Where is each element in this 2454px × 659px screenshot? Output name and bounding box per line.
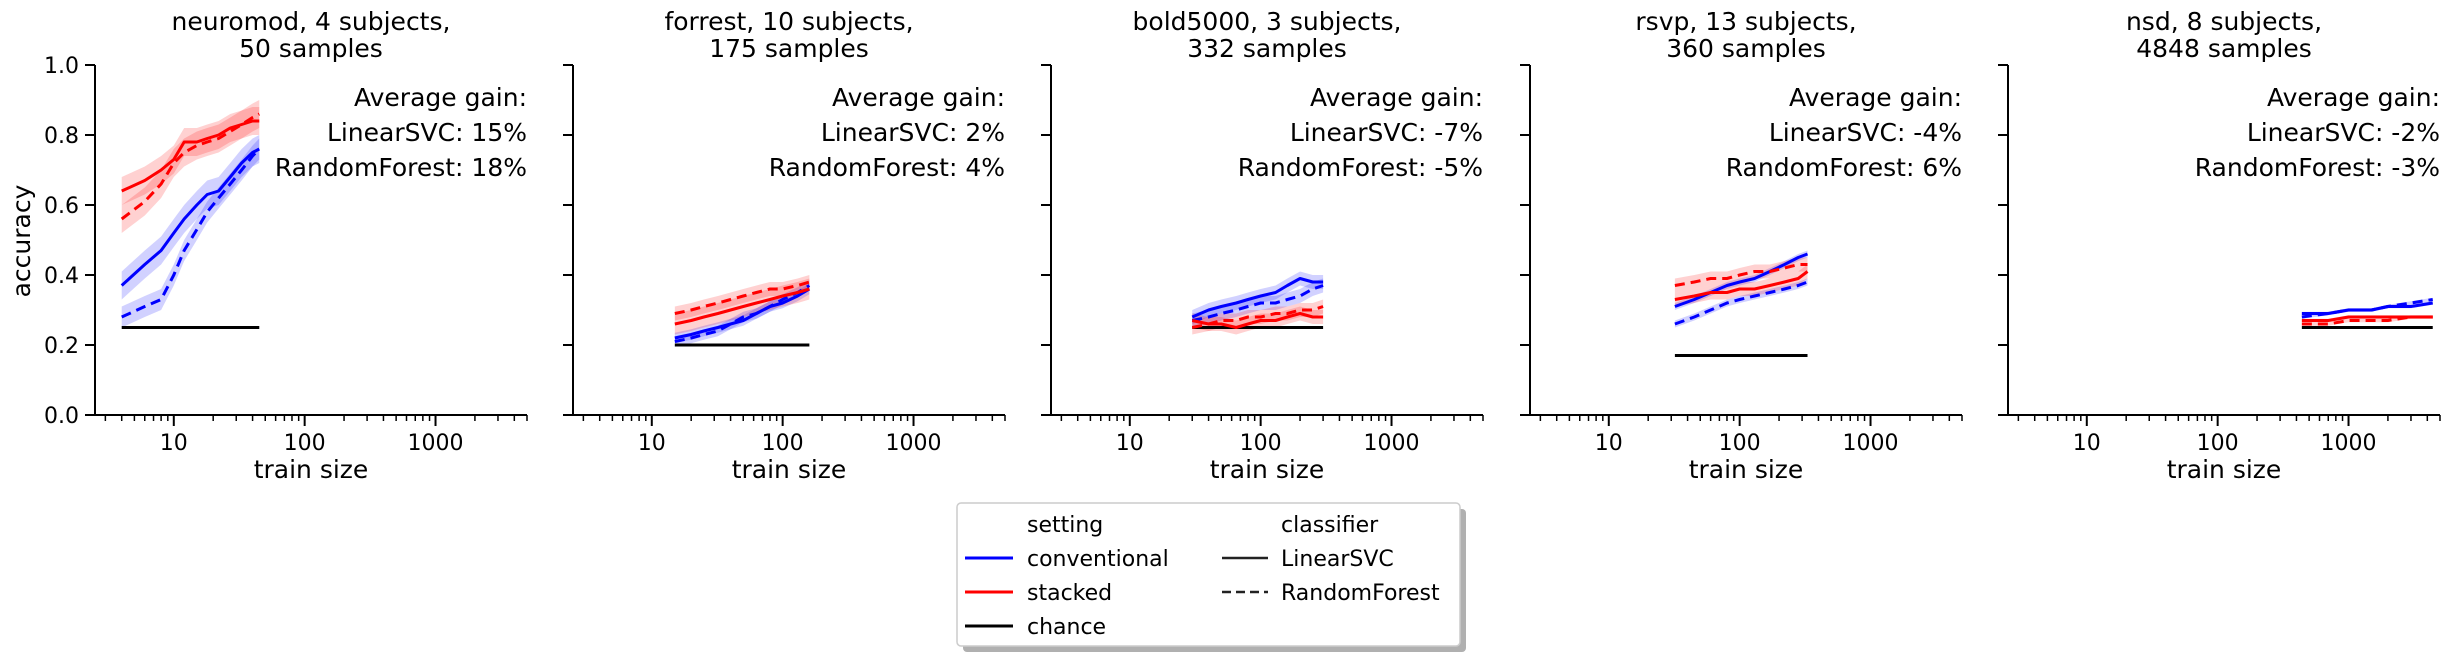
x-tick-label: 100 (2197, 431, 2239, 456)
x-tick-label: 1000 (2321, 431, 2377, 456)
series-stacked-randomforest (674, 280, 810, 315)
panel-1: neuromod, 4 subjects,50 samples 0.0 0.2 0.4… (44, 7, 528, 484)
panel-4: rsvp, 13 subjects,360 samples 10 100 1000 tr… (1520, 7, 1963, 484)
panel-title-line2: 360 samples (1666, 34, 1826, 63)
x-axis-label: train size (732, 455, 847, 484)
gain-randomforest: RandomForest: -5% (1238, 153, 1483, 182)
series-stacked-linearsvc (2301, 315, 2433, 322)
y-tick-label: 0.6 (44, 194, 79, 219)
panel-title-line1: neuromod, 4 subjects, (172, 7, 451, 36)
band-stacked-linearsvc (1674, 264, 1808, 307)
legend: setting conventional stacked chance clas… (956, 502, 1466, 652)
series-conventional-linearsvc (674, 287, 811, 340)
x-tick-label: 100 (284, 431, 326, 456)
panel-title-line2: 4848 samples (2136, 34, 2312, 63)
x-axis-label: train size (2167, 455, 2282, 484)
series-conventional-randomforest (121, 147, 261, 319)
y-axis-label: accuracy (7, 184, 36, 297)
gain-linearsvc: LinearSVC: -4% (1769, 118, 1962, 147)
y-tick-label: 0.0 (44, 404, 79, 429)
legend-label-linearsvc: LinearSVC (1281, 547, 1394, 572)
panel-title-line1: rsvp, 13 subjects, (1635, 7, 1856, 36)
gain-linearsvc: LinearSVC: -2% (2247, 118, 2440, 147)
x-axis-label: train size (254, 455, 369, 484)
series-stacked-linearsvc (1191, 312, 1324, 329)
gain-randomforest: RandomForest: -3% (2195, 153, 2440, 182)
x-tick-label: 1000 (1843, 431, 1899, 456)
legend-label-stacked: stacked (1027, 581, 1112, 606)
series-stacked-randomforest (120, 112, 260, 221)
gain-linearsvc: LinearSVC: -7% (1290, 118, 1483, 147)
gain-header: Average gain: (2267, 83, 2440, 112)
panel-title-line2: 50 samples (239, 34, 383, 63)
gain-header: Average gain: (354, 83, 527, 112)
x-tick-label: 10 (160, 431, 188, 456)
gain-randomforest: RandomForest: 18% (275, 153, 527, 182)
gain-randomforest: RandomForest: 6% (1726, 153, 1962, 182)
gain-randomforest: RandomForest: 4% (769, 153, 1005, 182)
panels: neuromod, 4 subjects,50 samples 0.0 0.2 0.4… (44, 7, 2441, 484)
series-stacked-linearsvc (674, 287, 810, 326)
x-tick-label: 10 (638, 431, 666, 456)
gain-header: Average gain: (832, 83, 1005, 112)
legend-label-conventional: conventional (1027, 547, 1169, 572)
series-stacked-randomforest (1191, 305, 1324, 329)
series-stacked-randomforest (2301, 315, 2433, 326)
gain-linearsvc: LinearSVC: 15% (327, 118, 527, 147)
panel-2: forrest, 10 subjects,175 samples 10 100 100… (563, 7, 1006, 484)
panel-3: bold5000, 3 subjects,332 samples 10 100 100… (1041, 7, 1484, 484)
gain-linearsvc: LinearSVC: 2% (821, 118, 1005, 147)
series-conventional-linearsvc (1674, 252, 1809, 308)
x-tick-label: 1000 (886, 431, 942, 456)
series-conventional-linearsvc (1191, 277, 1324, 319)
panel-title-line1: nsd, 8 subjects, (2126, 7, 2322, 36)
panel-title-line1: bold5000, 3 subjects, (1133, 7, 1402, 36)
y-tick-label: 0.8 (44, 124, 79, 149)
x-tick-label: 10 (2073, 431, 2101, 456)
x-tick-label: 1000 (408, 431, 464, 456)
band-conventional-linearsvc (121, 135, 260, 300)
series-conventional-randomforest (674, 284, 811, 343)
y-tick-label: 0.2 (44, 334, 79, 359)
x-axis-label: train size (1689, 455, 1804, 484)
series-conventional-randomforest (2301, 298, 2433, 319)
panel-title-line2: 175 samples (709, 34, 869, 63)
series-stacked-randomforest (1674, 263, 1808, 287)
legend-frame (956, 502, 1461, 647)
gain-header: Average gain: (1310, 83, 1483, 112)
panel-title-line2: 332 samples (1187, 34, 1347, 63)
series-conventional-linearsvc (120, 147, 260, 287)
x-tick-label: 100 (762, 431, 804, 456)
series-stacked-linearsvc (1674, 270, 1809, 301)
gain-header: Average gain: (1789, 83, 1962, 112)
legend-label-randomforest: RandomForest (1281, 581, 1440, 606)
x-tick-label: 1000 (1364, 431, 1420, 456)
x-tick-label: 100 (1719, 431, 1761, 456)
panel-5: nsd, 8 subjects,4848 samples 10 100 1000 tra… (1998, 7, 2441, 484)
x-tick-label: 100 (1240, 431, 1282, 456)
y-tick-label: 1.0 (44, 54, 79, 79)
panel-title-line1: forrest, 10 subjects, (664, 7, 913, 36)
legend-title-setting: setting (1027, 513, 1103, 538)
y-tick-label: 0.4 (44, 264, 79, 289)
x-tick-label: 10 (1116, 431, 1144, 456)
legend-label-chance: chance (1027, 615, 1106, 640)
legend-title-classifier: classifier (1281, 513, 1379, 538)
series-conventional-randomforest (1191, 284, 1324, 322)
x-axis-label: train size (1210, 455, 1325, 484)
series-stacked-linearsvc (121, 119, 260, 193)
x-tick-label: 10 (1595, 431, 1623, 456)
